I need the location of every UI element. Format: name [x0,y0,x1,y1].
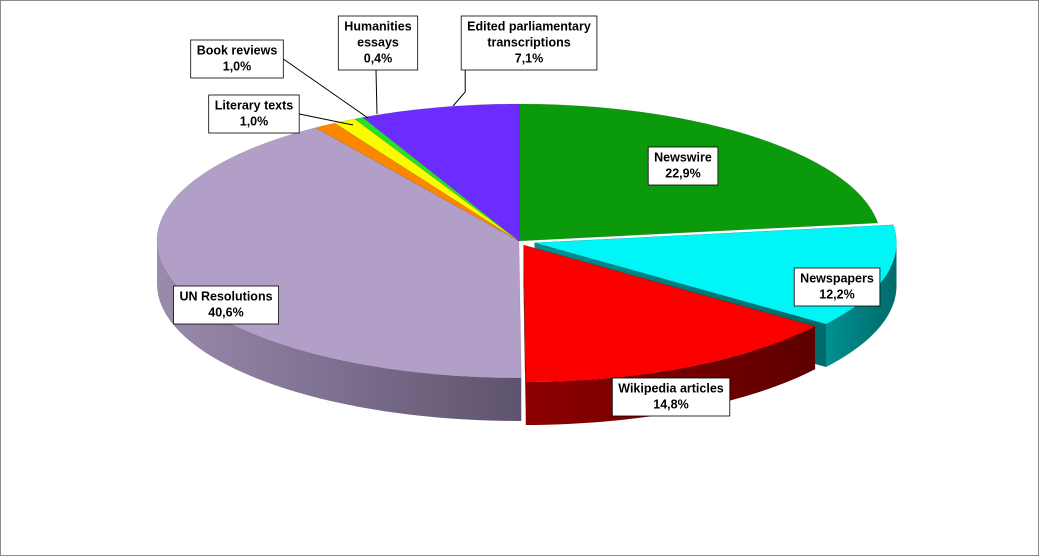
data-label: Book reviews 1,0% [190,39,284,79]
data-label-value: 1,0% [223,59,252,73]
pie-slice-literary-texts[interactable] [314,122,520,242]
data-label: Literary texts 1,0% [208,94,300,134]
data-label-box [611,377,731,417]
data-label-name: Edited parliamentary [467,19,591,33]
data-label-name: Humanities [344,19,411,33]
data-label-name: Newspapers [800,271,874,285]
data-label-box [460,15,598,71]
data-label-value: 22,9% [665,166,700,180]
data-label-box [793,267,881,307]
data-label: Wikipedia articles 14,8% [611,377,731,417]
data-label-value: 12,2% [819,287,854,301]
pie-slice-book-reviews[interactable] [333,118,520,242]
data-label-name: transcriptions [487,35,570,49]
data-label-box [173,285,279,325]
data-label-value: 0,4% [364,51,393,65]
pie-slice-wikipedia-articles[interactable] [523,244,816,383]
data-label-box [208,94,300,134]
data-label-name: essays [357,35,399,49]
data-label-box [337,15,419,71]
pie-slice-side [525,326,816,426]
pie-slice-edited-parliamentary-transcriptions[interactable] [362,103,520,242]
data-label-value: 7,1% [515,51,544,65]
data-label-value: 40,6% [208,305,243,319]
data-label-value: 14,8% [653,397,688,411]
data-label: UN Resolutions 40,6% [173,285,279,325]
pie-slice-humanities-essays[interactable] [353,117,520,242]
data-label-box [647,146,719,186]
pie-slice-cut-face [523,245,526,426]
data-label: Newswire 22,9% [647,146,719,186]
data-label-value: 1,0% [240,114,269,128]
data-label: Humanities essays 0,4% [337,15,419,71]
leader-line [283,58,369,119]
data-label-name: Literary texts [215,98,294,112]
data-label-name: Wikipedia articles [618,381,724,395]
leader-line [299,113,354,126]
data-label-name: UN Resolutions [179,289,272,303]
data-label-box [190,39,284,79]
pie-slice-side [157,241,522,421]
data-label-name: Newswire [654,150,712,164]
leader-line [375,69,378,115]
leader-line [452,70,466,107]
data-label-name: Book reviews [197,43,278,57]
data-label: Edited parliamentary transcriptions 7,1% [460,15,598,71]
data-label: Newspapers 12,2% [793,267,881,307]
